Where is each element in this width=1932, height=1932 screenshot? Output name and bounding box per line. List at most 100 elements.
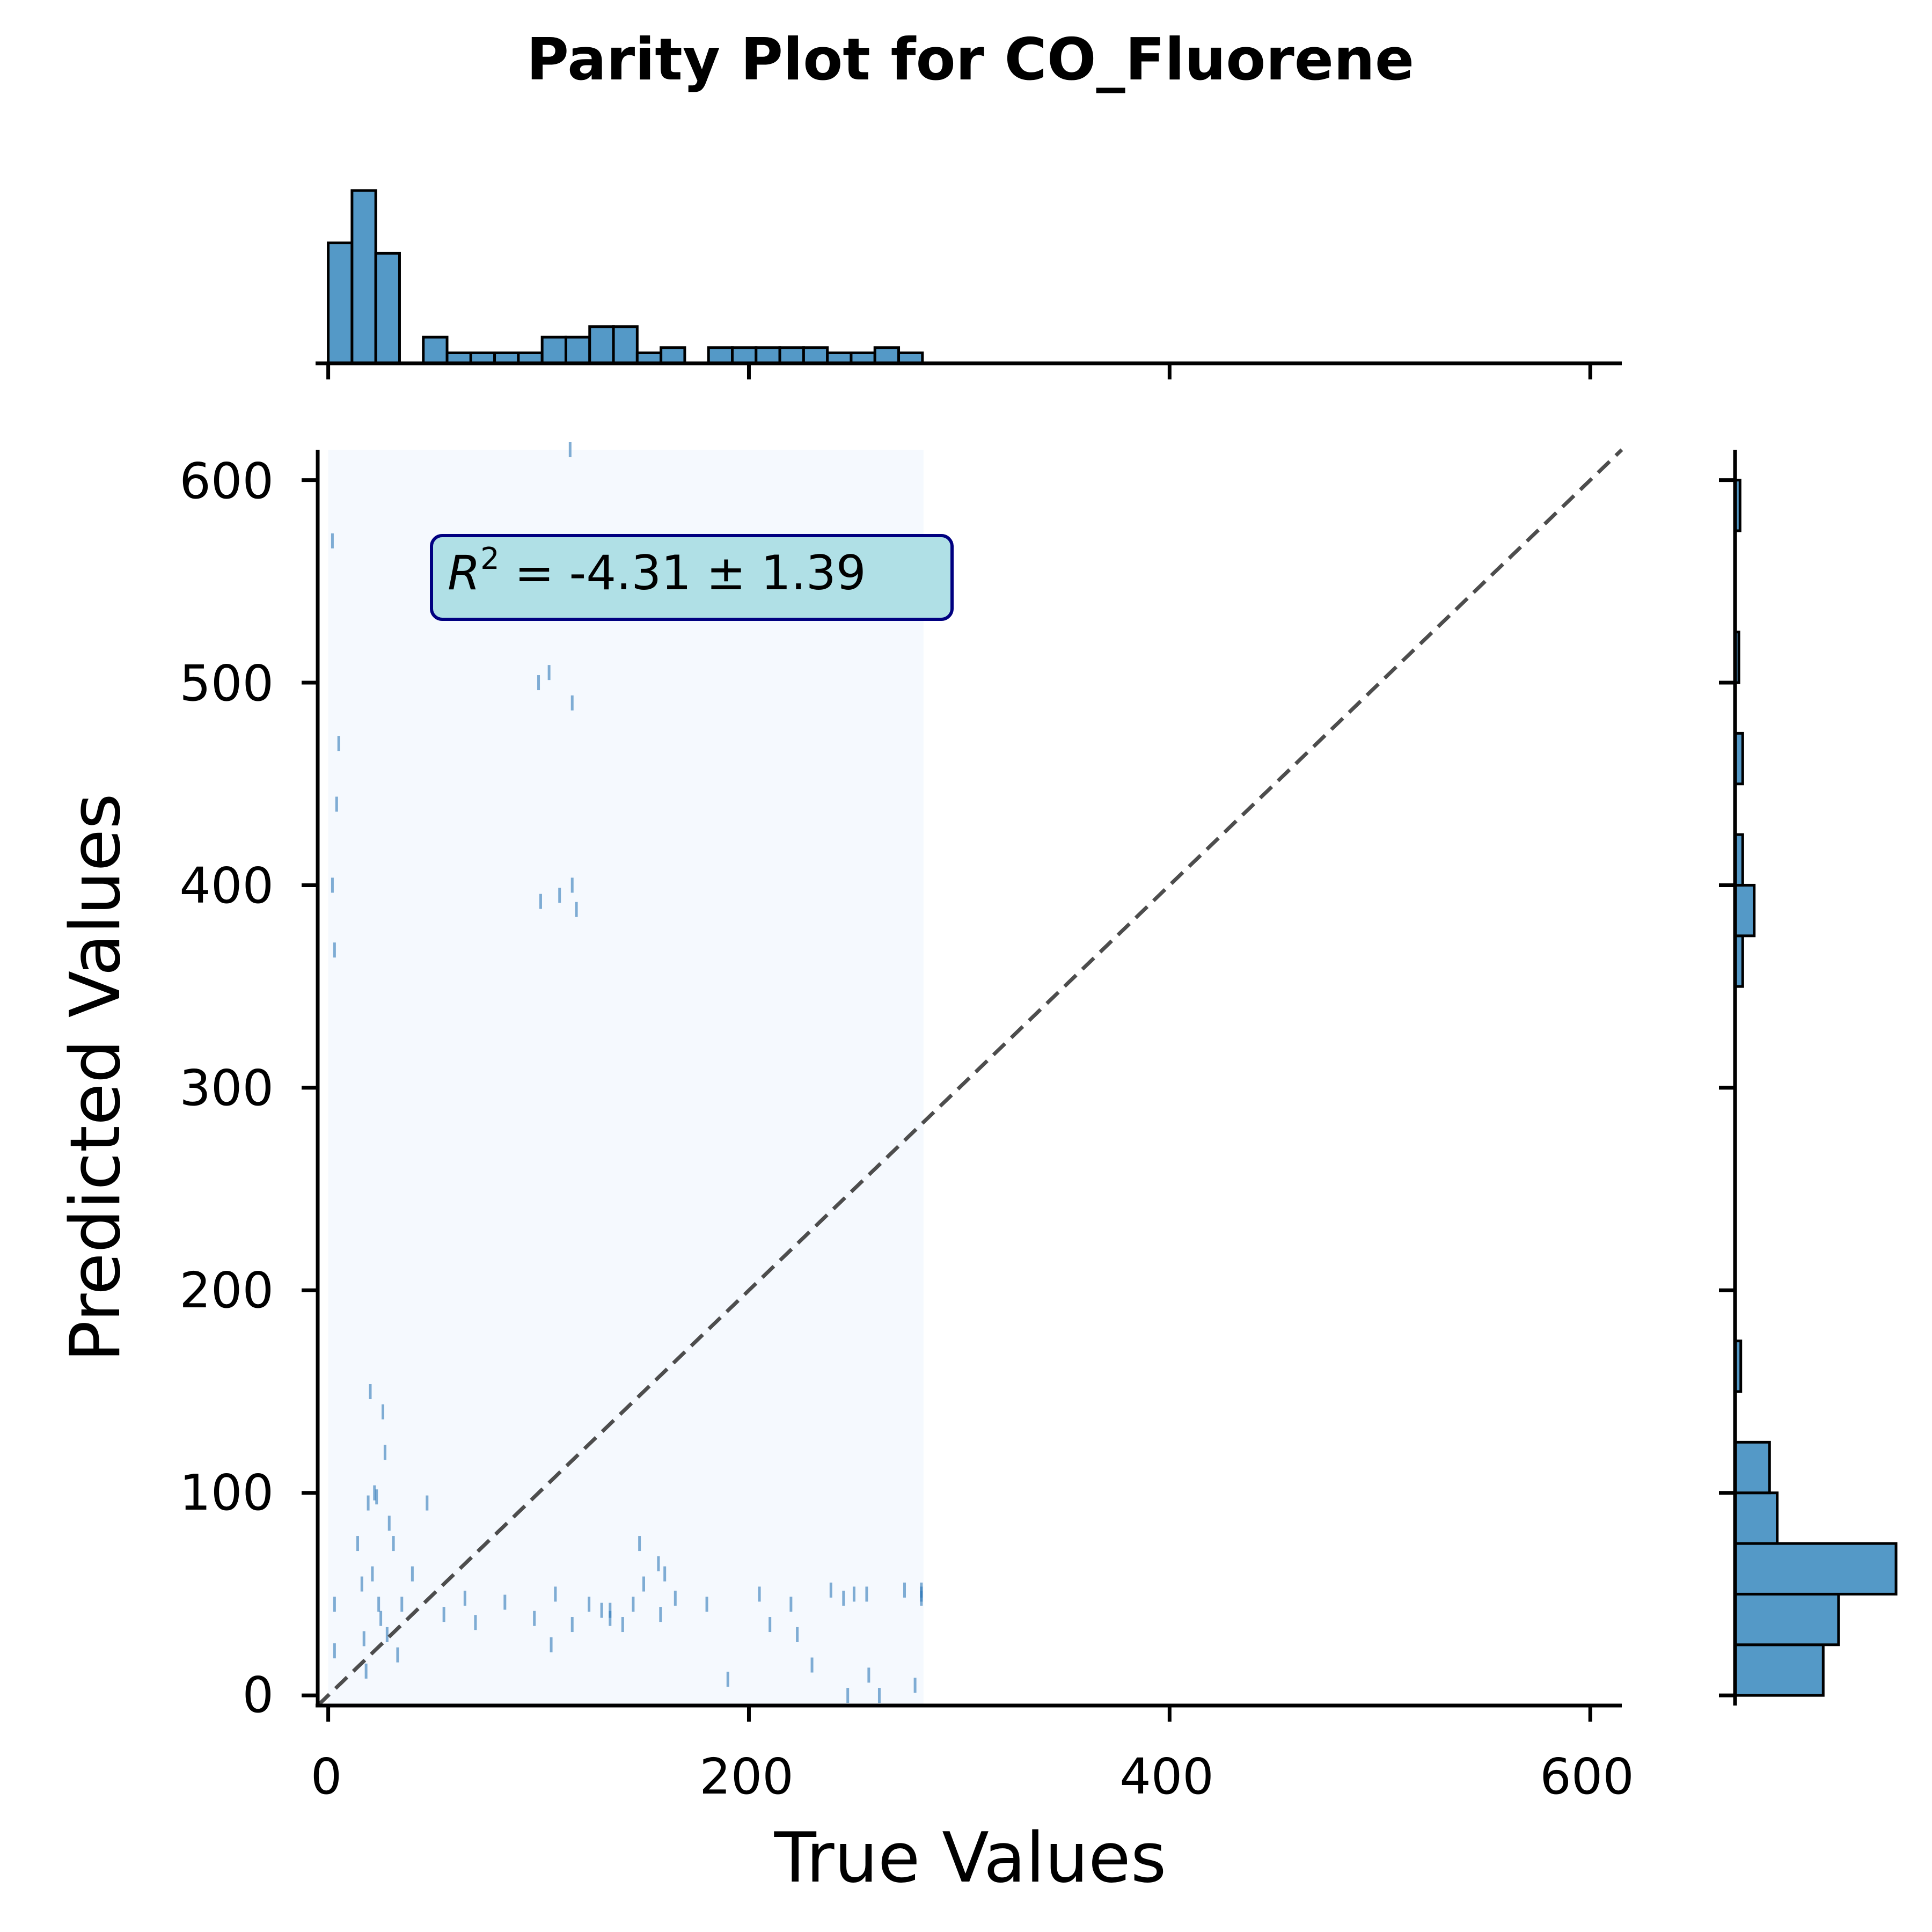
- scatter-point-65: [920, 1590, 923, 1606]
- top-hist-bar-18: [755, 346, 781, 365]
- x-tick-label-600: 600: [1540, 1748, 1634, 1805]
- scatter-point-47: [705, 1597, 708, 1612]
- y-tick-label-300: 300: [179, 1059, 274, 1117]
- scatter-point-42: [638, 1536, 641, 1552]
- x-axis-label: True Values: [774, 1818, 1167, 1898]
- right-hist-bar-2: [1733, 1542, 1898, 1596]
- scatter-point-28: [463, 1590, 466, 1606]
- scatter-point-14: [373, 1485, 376, 1501]
- scatter-point-23: [396, 1647, 399, 1663]
- right-hist-bar-4: [1733, 1440, 1771, 1495]
- scatter-point-61: [903, 1582, 906, 1598]
- scatter-point-45: [663, 1566, 667, 1582]
- top-hist-bar-4: [422, 335, 449, 365]
- x-ticks: [326, 363, 1592, 1722]
- top-hist-bar-19: [778, 346, 805, 365]
- top-histogram: [327, 189, 924, 365]
- right-hist-bar-0: [1733, 1643, 1825, 1697]
- scatter-point-19: [383, 1445, 386, 1460]
- parity-line: [316, 448, 1623, 1707]
- main-plot: [316, 442, 1623, 1707]
- scatter-point-59: [867, 1667, 870, 1683]
- scatter-point-71: [570, 877, 574, 893]
- scatter-point-53: [810, 1657, 814, 1673]
- y-tick-label-600: 600: [179, 452, 274, 510]
- scatter-point-49: [758, 1586, 761, 1602]
- scatter-point-0: [333, 1597, 336, 1612]
- top-hist-bar-17: [731, 346, 758, 365]
- axes-lines: [316, 361, 1737, 1708]
- r2-annotation-text: R2 = -4.31 ± 1.39: [448, 541, 866, 601]
- right-hist-bar-3: [1733, 1491, 1779, 1545]
- scatter-point-4: [335, 796, 338, 812]
- scatter-point-58: [846, 1688, 850, 1703]
- scatter-point-56: [852, 1586, 855, 1602]
- r2-annotation: R2 = -4.31 ± 1.39: [430, 534, 954, 621]
- scatter-point-27: [442, 1607, 445, 1622]
- scatter-point-43: [657, 1556, 660, 1571]
- scatter-point-1: [333, 1643, 336, 1659]
- scatter-point-7: [356, 1536, 359, 1552]
- scatter-point-38: [609, 1611, 612, 1626]
- scatter-point-25: [411, 1566, 414, 1582]
- scatter-point-22: [392, 1536, 395, 1552]
- y-ticks: [302, 478, 1735, 1697]
- scatter-point-31: [533, 1611, 536, 1626]
- scatter-point-17: [379, 1611, 383, 1626]
- scatter-point-29: [474, 1615, 477, 1630]
- scatter-point-13: [371, 1566, 374, 1582]
- scatter-point-8: [360, 1576, 363, 1592]
- scatter-point-11: [367, 1495, 370, 1511]
- scatter-point-9: [362, 1631, 365, 1646]
- scatter-point-72: [575, 902, 578, 917]
- scatter-point-70: [570, 695, 574, 711]
- scatter-point-64: [920, 1582, 923, 1598]
- scatter-point-69: [558, 888, 561, 903]
- scatter-point-60: [877, 1688, 881, 1703]
- scatter-points: [331, 442, 923, 1703]
- scatter-point-30: [503, 1594, 507, 1610]
- scatter-point-18: [382, 1404, 384, 1419]
- y-tick-label-200: 200: [179, 1262, 274, 1319]
- scatter-point-3: [333, 942, 336, 958]
- scatter-point-50: [769, 1617, 772, 1633]
- scatter-point-10: [364, 1663, 368, 1679]
- scatter-point-67: [539, 894, 542, 909]
- scatter-point-44: [659, 1607, 662, 1622]
- top-hist-bar-20: [802, 346, 829, 365]
- scatter-point-34: [570, 1617, 574, 1633]
- scatter-point-24: [400, 1597, 404, 1612]
- y-tick-label-500: 500: [179, 655, 274, 712]
- scatter-point-41: [642, 1576, 645, 1592]
- scatter-point-5: [331, 533, 334, 548]
- scatter-point-12: [369, 1384, 372, 1399]
- scatter-point-2: [331, 877, 334, 893]
- scatter-point-37: [609, 1602, 612, 1618]
- scatter-point-26: [426, 1495, 429, 1511]
- scatter-point-57: [865, 1586, 868, 1602]
- scatter-point-68: [547, 665, 551, 680]
- top-hist-bar-11: [588, 325, 615, 365]
- x-tick-label-200: 200: [699, 1748, 794, 1805]
- scatter-point-16: [377, 1597, 380, 1612]
- scatter-point-35: [588, 1597, 591, 1612]
- scatter-point-54: [829, 1582, 832, 1598]
- scatter-point-55: [842, 1590, 845, 1606]
- scatter-point-52: [796, 1627, 799, 1642]
- top-hist-bar-9: [540, 335, 567, 365]
- density-region: [328, 450, 924, 1706]
- scatter-point-48: [726, 1671, 729, 1687]
- right-hist-bar-1: [1733, 1592, 1840, 1646]
- scatter-point-62: [913, 1678, 917, 1693]
- top-hist-bar-10: [564, 335, 591, 365]
- top-hist-bar-16: [707, 346, 734, 365]
- chart-title: Parity Plot for CO_Fluorene: [526, 26, 1414, 93]
- right-histogram: [1733, 479, 1898, 1697]
- top-hist-bar-1: [350, 189, 377, 365]
- top-hist-bar-14: [660, 346, 686, 365]
- y-tick-label-0: 0: [242, 1666, 274, 1724]
- right-hist-bar-7: [1733, 883, 1756, 938]
- top-hist-bar-2: [374, 252, 401, 365]
- y-axis-label: Predicted Values: [56, 793, 136, 1362]
